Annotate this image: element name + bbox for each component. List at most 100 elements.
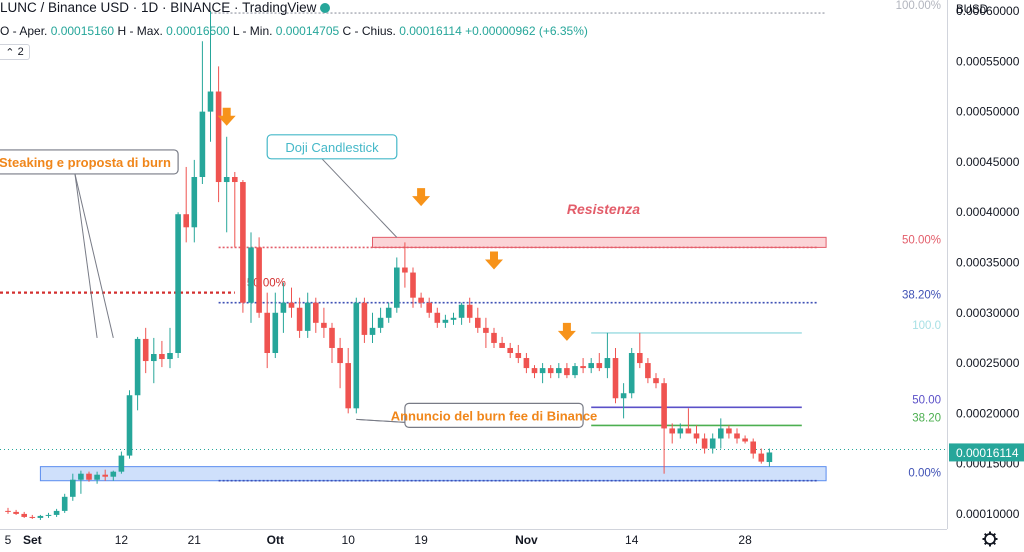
chevron-up-icon: ⌃ — [5, 46, 18, 59]
callout-text: Steaking e proposta di burn — [0, 155, 171, 170]
y-tick-label: 0.00060000 — [956, 4, 1020, 18]
callout-pointer — [74, 173, 98, 338]
candle-body — [353, 302, 360, 409]
x-tick-label: 21 — [188, 533, 202, 547]
close-label: C - Chius. — [342, 24, 396, 38]
candle-body — [709, 438, 716, 449]
x-tick-label: Nov — [515, 533, 538, 547]
gear-ring — [984, 533, 996, 545]
candle-body — [547, 368, 554, 374]
highlight-zone — [39, 466, 827, 482]
candle-body — [402, 267, 408, 273]
x-tick-label: 12 — [115, 533, 129, 547]
candle-body — [394, 267, 400, 308]
candle-body — [304, 302, 311, 331]
resistance-label: Resistenza — [567, 201, 640, 217]
candle-body — [434, 312, 441, 323]
candle-body — [418, 297, 424, 303]
candle-body — [718, 428, 724, 439]
candle-body — [86, 473, 92, 480]
indicator-count: 2 — [17, 46, 24, 58]
candle-body — [531, 368, 538, 374]
candle-body — [329, 327, 335, 348]
candle-body — [142, 338, 149, 362]
candle-body — [515, 353, 522, 359]
candle-body — [361, 302, 368, 335]
candle-body — [167, 353, 173, 360]
candle-body — [491, 332, 497, 343]
symbol-title: LUNC / Binance USD · 1D · BINANCE · Trad… — [0, 0, 317, 15]
candle-body — [61, 496, 68, 511]
collapse-indicators-button[interactable]: ⌃ 2 — [0, 44, 30, 60]
fib-level-label: 100.0 — [912, 320, 941, 332]
candle-body — [199, 111, 206, 178]
callout-text: Doji Candlestick — [285, 140, 379, 155]
candle-body — [256, 247, 262, 313]
x-tick-label: 19 — [414, 533, 428, 547]
gear-tooth — [983, 541, 988, 546]
candle-body — [693, 433, 700, 439]
candle-body — [296, 307, 303, 331]
candle-body — [313, 302, 319, 323]
candle-body — [369, 327, 376, 335]
candle-body — [110, 471, 117, 477]
down-arrow-icon — [412, 188, 431, 207]
candle-body — [426, 302, 432, 313]
fib-level-label: 38.20 — [912, 412, 941, 424]
candle-body — [264, 312, 270, 354]
candle-body — [337, 347, 343, 364]
callout-pointer — [74, 173, 114, 339]
candle-body — [466, 304, 473, 318]
candle-body — [410, 272, 416, 298]
fib-level-label: 0.00% — [908, 468, 941, 480]
candle-body — [758, 453, 765, 462]
candle-body — [604, 358, 611, 369]
fib-level-label: 38.20% — [902, 290, 941, 302]
candle-body — [580, 366, 586, 369]
settings-gear-icon[interactable] — [982, 531, 998, 547]
last-price-label: 0.00016114 — [956, 446, 1019, 460]
gear-tooth — [992, 532, 997, 537]
x-tick-label: 28 — [738, 533, 752, 547]
candle-body — [13, 511, 19, 514]
x-tick-label: Ott — [267, 533, 284, 547]
callout-text: Annuncio del burn fee di Binance — [391, 408, 598, 423]
candle-body — [272, 312, 279, 354]
fib-level-label: 100.00% — [896, 0, 941, 12]
candle-body — [288, 302, 295, 308]
candle-body — [458, 304, 465, 318]
y-tick-label: 0.00020000 — [956, 406, 1020, 420]
callout-box — [404, 402, 584, 428]
candle-body — [78, 473, 84, 480]
candle-body — [53, 510, 60, 515]
candle-body — [442, 319, 449, 323]
ohlc-row: O - Aper. 0.00015160 H - Max. 0.00016500… — [0, 24, 588, 38]
candle-body — [45, 514, 52, 516]
candle-body — [572, 366, 578, 376]
candle-body — [159, 354, 165, 360]
down-arrow-icon — [557, 322, 576, 341]
candle-body — [596, 363, 603, 369]
high-label: H - Max. — [117, 24, 163, 38]
y-tick-label: 0.00025000 — [956, 356, 1020, 370]
callout-box — [0, 149, 179, 175]
candle-body — [118, 455, 125, 472]
candle-body — [742, 438, 748, 442]
candle-body — [248, 247, 254, 303]
candle-body — [207, 91, 214, 112]
candle-body — [612, 358, 619, 399]
fib-level-label: 50.00% — [902, 234, 941, 246]
candle-body — [29, 516, 36, 518]
candle-body — [70, 479, 76, 497]
candle-body — [280, 302, 287, 313]
candle-body — [661, 383, 667, 429]
callout-pointer — [321, 158, 398, 238]
candle-body — [766, 452, 773, 463]
candle-body — [191, 177, 198, 228]
candle-body — [102, 474, 108, 477]
candle-body — [669, 428, 675, 434]
candle-body — [685, 428, 692, 434]
callout-box — [266, 134, 398, 160]
